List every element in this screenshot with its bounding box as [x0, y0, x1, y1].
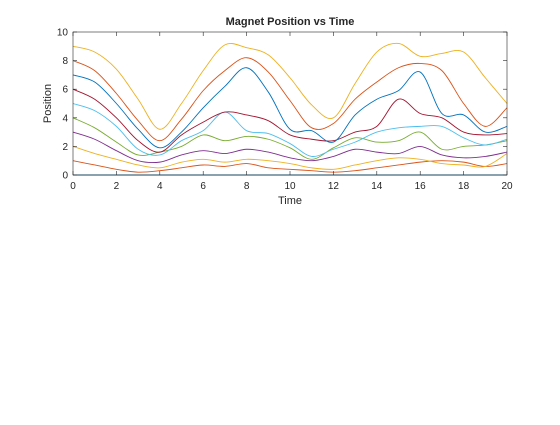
series-line-8	[72, 67, 508, 149]
series-line-5	[72, 117, 508, 160]
x-axis-label: Time	[278, 195, 302, 207]
x-tick-label: 4	[157, 181, 163, 192]
series-layer	[72, 42, 508, 176]
x-tick-label: 0	[70, 181, 76, 192]
y-tick-label: 6	[62, 85, 68, 96]
plot-background	[73, 32, 507, 175]
y-tick-label: 0	[62, 171, 68, 182]
x-tick-label: 14	[371, 181, 383, 192]
series-line-3	[72, 145, 508, 170]
ticks-layer: 0 2 4 6 8 10 12 14 16 18 20 0 2 4 6 8 10	[57, 28, 513, 193]
x-tick-label: 8	[244, 181, 250, 192]
series-line-6	[72, 103, 508, 157]
y-tick-label: 10	[57, 28, 69, 39]
series-line-7	[72, 88, 508, 153]
series-line-4	[72, 131, 508, 164]
x-tick-label: 10	[284, 181, 296, 192]
series-line-2	[72, 160, 508, 173]
x-tick-label: 16	[415, 181, 427, 192]
x-tick-label: 20	[501, 181, 513, 192]
y-axis-label: Position	[42, 84, 54, 123]
y-tick-label: 2	[62, 142, 68, 153]
series-line-9	[72, 57, 508, 142]
chart-title: Magnet Position vs Time	[226, 16, 355, 28]
x-tick-label: 6	[200, 181, 206, 192]
y-tick-label: 4	[62, 113, 68, 124]
x-tick-label: 2	[114, 181, 120, 192]
y-tick-label: 8	[62, 56, 68, 67]
x-tick-label: 18	[458, 181, 470, 192]
x-tick-label: 12	[328, 181, 340, 192]
series-line-10	[72, 42, 508, 130]
